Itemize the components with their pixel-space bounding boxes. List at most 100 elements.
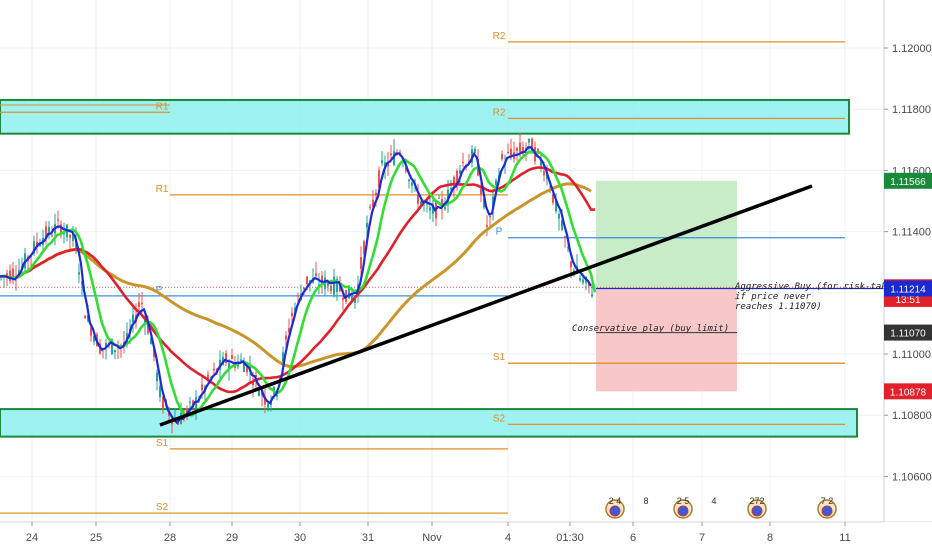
candle-body [420,201,422,206]
y-tick-label-6: 1.10800 [892,410,932,422]
candle-body [93,336,95,342]
candle-body [579,277,581,281]
candle-body [132,314,134,323]
candle-body [321,275,323,285]
price-badge-label-5: 1.10878 [890,387,927,398]
candle-body [246,362,248,373]
candle-body [552,193,554,203]
candle-body [519,142,521,153]
calendar-events: 2 4 8 2 5 4 272 7 2 [605,496,837,519]
candle-body [12,268,14,279]
candle-body [537,149,539,153]
candle-body [387,161,389,167]
candle-body [264,396,266,405]
candle-body [483,198,485,208]
x-tick-label-3: 29 [226,532,238,544]
pivot-label-1: R2 [493,31,506,42]
candle-body [462,162,464,164]
candle-body [411,182,413,186]
zones [0,99,858,438]
candle-body [159,386,161,398]
candle-body [162,396,164,409]
candle-body [291,312,293,317]
candle-body [282,352,284,362]
candle-body [369,206,371,209]
candle-body [510,148,512,156]
candle-body [309,280,311,283]
candle-body [381,160,383,164]
moving-averages [0,146,597,425]
ma-slow [0,166,595,394]
candle-body [507,151,509,153]
pivot-label-5: P [496,227,503,238]
calendar-event-text-3: 7 2 [821,496,834,506]
profit-zone [596,180,737,289]
flag-icon-0 [609,505,621,517]
y-tick-label-1: 1.11800 [892,104,931,116]
candle-body [81,281,83,285]
candle-body [342,297,344,300]
candle-body [243,363,245,373]
candle-body [375,192,377,196]
trendline-group [159,184,813,427]
candle-body [276,395,278,397]
candle-body [231,355,233,359]
candle-body [306,276,308,284]
candle-body [33,241,35,254]
aggressive-buy-note-0: Aggressive Buy (for risk-taker [734,282,898,292]
candle-body [45,226,47,238]
candle-body [267,403,269,408]
candle-body [348,285,350,299]
candle-body [564,236,566,238]
candle-body [567,247,569,249]
candle-body [405,167,407,172]
candle-body [51,235,53,237]
price-badge-0 [884,172,932,189]
aggressive-buy-note-2: reaches 1.11070) [735,302,822,312]
x-tick-label-12: 11 [839,532,850,544]
time-axis-bg [0,522,932,550]
candle-body [459,170,461,174]
candle-body [432,204,434,214]
grid [0,0,884,522]
price-badge-3 [884,280,932,297]
candle-body [558,214,560,219]
candle-body [438,197,440,199]
x-tick-label-8: 01:30 [556,532,584,544]
calendar-event-extra-0: 8 [643,496,648,506]
candle-body [285,335,287,340]
candle-body [366,222,368,228]
flag-icon-3 [821,505,833,517]
candle-body [207,374,209,382]
candle-body [486,225,488,227]
candle-body [354,298,356,303]
candle-body [252,382,254,386]
candle-body [360,257,362,269]
pivot-levels: R3R2R2R1R1PPS1S1S2S2 [0,31,884,514]
candle-body [489,215,491,218]
candle-body [474,148,476,153]
ma-mid [0,150,597,418]
x-tick-label-0: 24 [26,532,38,544]
candle-body [9,270,11,282]
x-tick-label-11: 8 [767,532,773,544]
pivot-label-6: P [156,285,163,296]
candle-body [111,339,113,355]
candle-body [318,284,320,286]
candle-body [333,276,335,295]
candle-body [582,279,584,283]
x-tick-label-6: Nov [422,532,442,544]
candle-body [114,349,116,352]
candle-body [327,280,329,287]
y-tick-label-7: 1.10600 [892,471,932,483]
candle-body [378,170,380,188]
candle-body [441,199,443,209]
price-badge-label-3: 1.11214 [890,285,926,296]
candle-body [390,153,392,156]
y-tick-label-3: 1.11400 [892,227,931,239]
candle-body [288,328,290,333]
candle-body [516,147,518,151]
